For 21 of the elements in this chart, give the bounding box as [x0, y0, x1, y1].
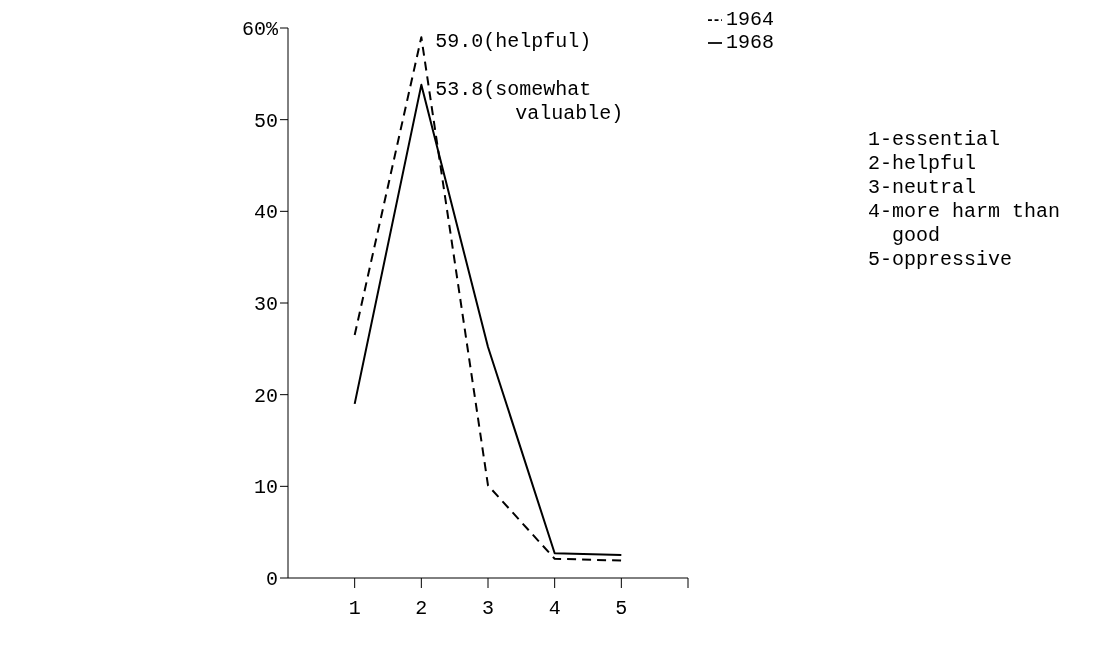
- y-tick-label: 20: [253, 384, 278, 408]
- annotation: 59.0(helpful): [435, 30, 592, 54]
- legend-label: 1964: [726, 8, 775, 31]
- text: 1-essential: [868, 128, 1002, 152]
- y-tick-label: 10: [253, 476, 278, 500]
- y-tick-label: 50: [253, 109, 278, 133]
- y-tick-label: 40: [253, 201, 278, 225]
- x-tick-label: 4: [548, 597, 561, 621]
- x-tick-label: 1: [348, 597, 361, 621]
- x-tick-label: 3: [481, 597, 495, 621]
- text: 3-neutral: [868, 176, 978, 200]
- legend-label: 1968: [726, 31, 775, 54]
- text: 4-more harm than good: [868, 200, 1062, 248]
- annotation: 53.8(somewhat valuable): [435, 77, 624, 125]
- y-tick-label: 30: [253, 293, 278, 317]
- text: 5-oppressive: [868, 248, 1014, 272]
- text: 2-helpful: [868, 152, 978, 176]
- x-tick-label: 2: [415, 597, 428, 621]
- y-tick-label: 60%: [241, 18, 279, 42]
- y-tick-label: 0: [265, 568, 278, 592]
- x-tick-label: 5: [615, 597, 628, 621]
